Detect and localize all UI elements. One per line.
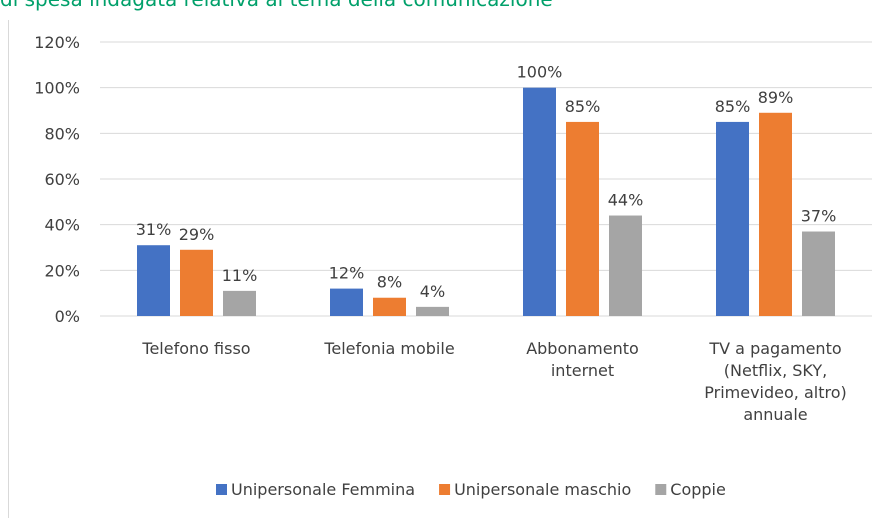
data-label: 29% [179,225,215,244]
bar [180,249,213,316]
bar [223,290,256,316]
data-label: 31% [136,220,172,239]
y-tick-label: 120% [34,33,80,52]
bar [566,121,599,317]
bar [137,245,170,316]
x-tick-label: Telefono fisso [142,339,251,358]
data-label: 85% [715,97,751,116]
y-tick-label: 40% [44,216,80,235]
bar [759,112,792,317]
bar [802,231,835,316]
y-tick-label: 100% [34,79,80,98]
bar [716,121,749,317]
bar [523,87,556,317]
data-label: 8% [377,273,402,292]
bar [330,288,363,316]
legend-label: Unipersonale maschio [454,480,631,499]
data-label: 11% [222,266,258,285]
chart-title: di spesa indagata relativa al tema della… [0,0,553,11]
y-tick-label: 20% [44,261,80,280]
legend-label: Coppie [670,480,726,499]
data-label: 85% [565,97,601,116]
data-label: 12% [329,264,365,283]
x-tick-label: Telefonia mobile [324,339,455,358]
legend-swatch [439,484,451,495]
data-label: 89% [758,88,794,107]
x-tick-label: TV a pagamento (Netflix, SKY, Primevideo… [704,339,847,424]
data-label: 37% [801,207,837,226]
data-label: 100% [517,63,563,82]
y-tick-label: 60% [44,170,80,189]
x-tick-label: Abbonamento internet [526,339,639,380]
data-label: 4% [420,282,445,301]
legend-label: Unipersonale Femmina [231,480,415,499]
y-tick-label: 0% [55,307,80,326]
legend-swatch [655,484,667,495]
bar [373,297,406,316]
bar [609,215,642,316]
y-tick-label: 80% [44,124,80,143]
data-label: 44% [608,191,644,210]
legend-swatch [216,484,227,495]
bar [416,306,449,316]
